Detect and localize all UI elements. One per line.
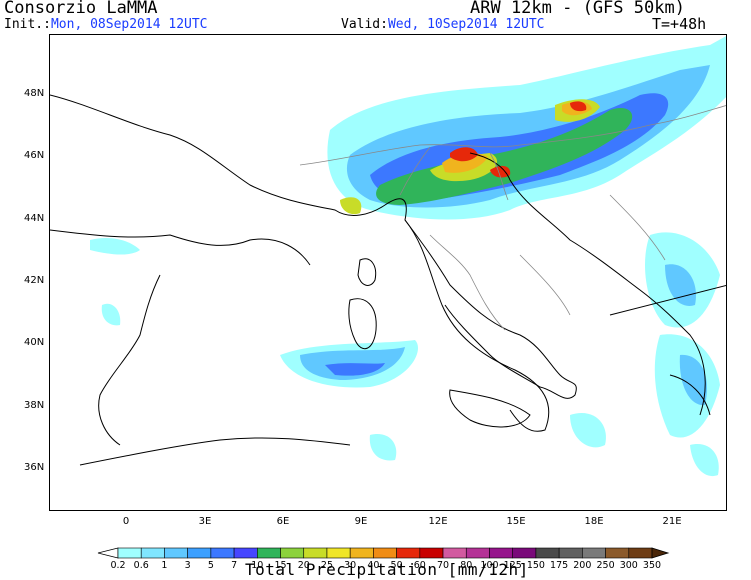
lon-tick-label: 6E xyxy=(276,516,290,527)
map-canvas xyxy=(50,36,726,477)
colorbar-level-label: 350 xyxy=(643,560,661,571)
lat-tick-label: 48N xyxy=(24,88,45,99)
lat-tick-label: 38N xyxy=(24,400,45,411)
colorbar-level-label: 0.6 xyxy=(134,560,149,571)
colorbar-swatch xyxy=(349,547,374,559)
colorbar-swatch xyxy=(465,547,490,559)
colorbar-swatch xyxy=(582,547,606,559)
colorbar-level-label: 100 xyxy=(480,560,498,571)
colorbar-boxes xyxy=(97,547,670,559)
colorbar-swatch xyxy=(512,547,537,559)
colorbar-swatch xyxy=(419,547,444,559)
lead-time: T=+48h xyxy=(652,15,707,33)
lat-tick-label: 46N xyxy=(24,150,45,161)
colorbar-swatch xyxy=(210,547,235,559)
colorbar-swatch xyxy=(373,547,397,559)
valid-label: Valid: xyxy=(341,17,388,32)
colorbar-swatch xyxy=(303,547,328,559)
colorbar-level-label: 200 xyxy=(573,560,591,571)
colorbar-swatch xyxy=(164,547,188,559)
colorbar-swatch xyxy=(558,547,583,559)
colorbar-labels: 0.2 0.6 1 3 5 7 10 15 20 25 30 40 50 60 70 80 100 125 150 1… xyxy=(110,560,661,571)
colorbar-level-label: 80 xyxy=(460,560,472,571)
colorbar-level-label: 5 xyxy=(208,560,214,571)
coastlines xyxy=(50,94,726,466)
colorbar-level-label: 15 xyxy=(274,560,286,571)
colorbar-swatch xyxy=(117,547,142,559)
colorbar-level-label: 150 xyxy=(527,560,545,571)
precipitation-map xyxy=(49,34,727,511)
colorbar-swatch xyxy=(396,547,421,559)
colorbar-level-label: 50 xyxy=(391,560,403,571)
colorbar-level-label: 300 xyxy=(620,560,638,571)
lat-tick-label: 36N xyxy=(24,462,45,473)
lon-tick-label: 15E xyxy=(506,516,526,527)
colorbar-level-label: 10 xyxy=(251,560,263,571)
colorbar-title: Total Precipitation [mm/12h] xyxy=(245,560,529,579)
init-label: Init.: xyxy=(4,17,51,32)
colorbar-level-label: 1 xyxy=(161,560,167,571)
colorbar-level-label: 25 xyxy=(321,560,333,571)
colorbar-level-label: 175 xyxy=(550,560,568,571)
model-title: ARW 12km - (GFS 50km) xyxy=(470,0,685,18)
precip-field xyxy=(90,36,726,477)
colorbar-swatch xyxy=(280,547,305,559)
lon-tick-label: 12E xyxy=(428,516,448,527)
colorbar-swatch xyxy=(442,547,467,559)
colorbar-level-label: 70 xyxy=(437,560,449,571)
init-value: Mon, 08Sep2014 12UTC xyxy=(50,17,208,32)
colorbar-swatch xyxy=(628,547,653,559)
colorbar-swatch xyxy=(257,547,281,559)
colorbar-level-label: 0.2 xyxy=(110,560,125,571)
colorbar-swatch xyxy=(535,547,560,559)
lon-tick-label: 3E xyxy=(198,516,212,527)
colorbar-level-label: 20 xyxy=(298,560,310,571)
init-time: Init.:Mon, 08Sep2014 12UTC xyxy=(4,17,208,32)
lon-tick-label: 18E xyxy=(584,516,604,527)
colorbar-level-label: 60 xyxy=(414,560,426,571)
borders xyxy=(299,105,726,331)
colorbar-level-label: 3 xyxy=(185,560,191,571)
colorbar-level-label: 125 xyxy=(504,560,522,571)
colorbar-swatch xyxy=(233,547,258,559)
lat-tick-label: 42N xyxy=(24,275,45,286)
colorbar-swatch xyxy=(326,547,351,559)
lon-tick-label: 21E xyxy=(662,516,682,527)
colorbar-arrow-low xyxy=(97,547,119,559)
colorbar-level-label: 7 xyxy=(231,560,237,571)
colorbar: 0.2 0.6 1 3 5 7 10 15 20 25 30 40 50 60 70 80 100 125 150 1… xyxy=(97,547,670,571)
organization-title: Consorzio LaMMA xyxy=(4,0,158,18)
colorbar-swatch xyxy=(140,547,165,559)
colorbar-swatch xyxy=(489,547,513,559)
valid-value: Wed, 10Sep2014 12UTC xyxy=(387,17,545,32)
colorbar-level-label: 30 xyxy=(344,560,356,571)
colorbar-arrow-high xyxy=(651,547,670,559)
lat-tick-label: 44N xyxy=(24,213,45,224)
lon-tick-label: 0 xyxy=(122,516,130,527)
colorbar-swatch xyxy=(187,547,212,559)
colorbar-swatch xyxy=(605,547,630,559)
lon-tick-label: 9E xyxy=(354,516,368,527)
lat-tick-label: 40N xyxy=(24,337,45,348)
colorbar-level-label: 40 xyxy=(367,560,379,571)
colorbar-level-label: 250 xyxy=(596,560,614,571)
valid-time: Valid:Wed, 10Sep2014 12UTC xyxy=(341,17,545,32)
